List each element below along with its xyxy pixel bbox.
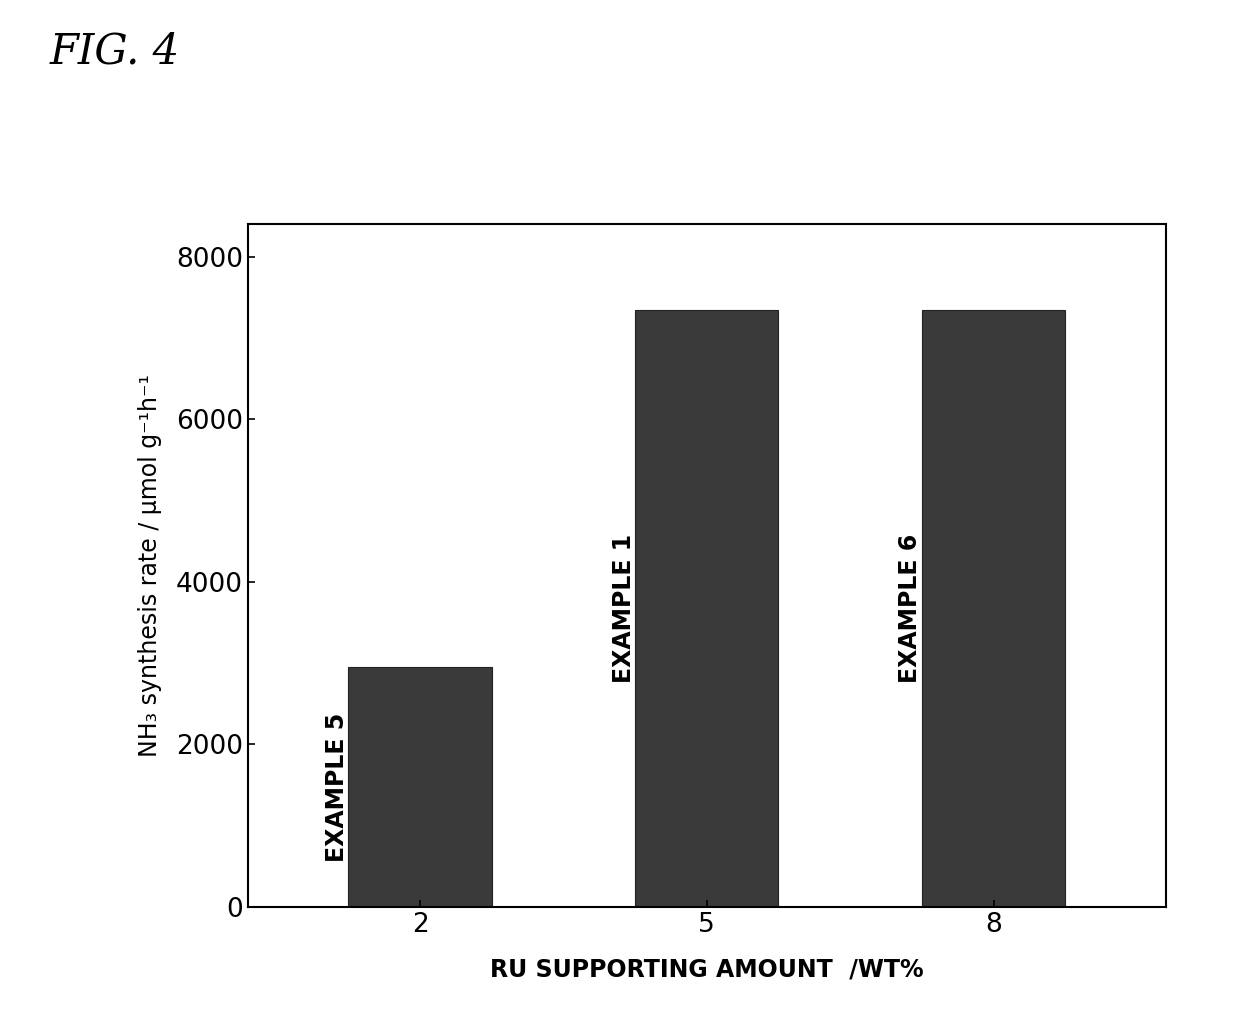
- Y-axis label: NH₃ synthesis rate / μmol g⁻¹h⁻¹: NH₃ synthesis rate / μmol g⁻¹h⁻¹: [138, 374, 162, 757]
- Text: FIG. 4: FIG. 4: [50, 31, 180, 72]
- Text: EXAMPLE 6: EXAMPLE 6: [899, 534, 923, 683]
- Text: EXAMPLE 1: EXAMPLE 1: [611, 534, 636, 683]
- Text: EXAMPLE 5: EXAMPLE 5: [325, 712, 348, 862]
- X-axis label: RU SUPPORTING AMOUNT  /WT%: RU SUPPORTING AMOUNT /WT%: [490, 957, 924, 981]
- Bar: [635, 310, 779, 907]
- Bar: [921, 310, 1065, 907]
- Bar: [348, 667, 492, 907]
